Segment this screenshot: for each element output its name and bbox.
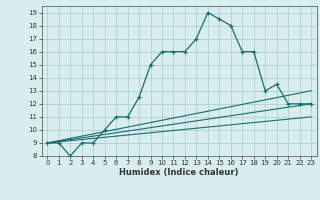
X-axis label: Humidex (Indice chaleur): Humidex (Indice chaleur) — [119, 168, 239, 177]
